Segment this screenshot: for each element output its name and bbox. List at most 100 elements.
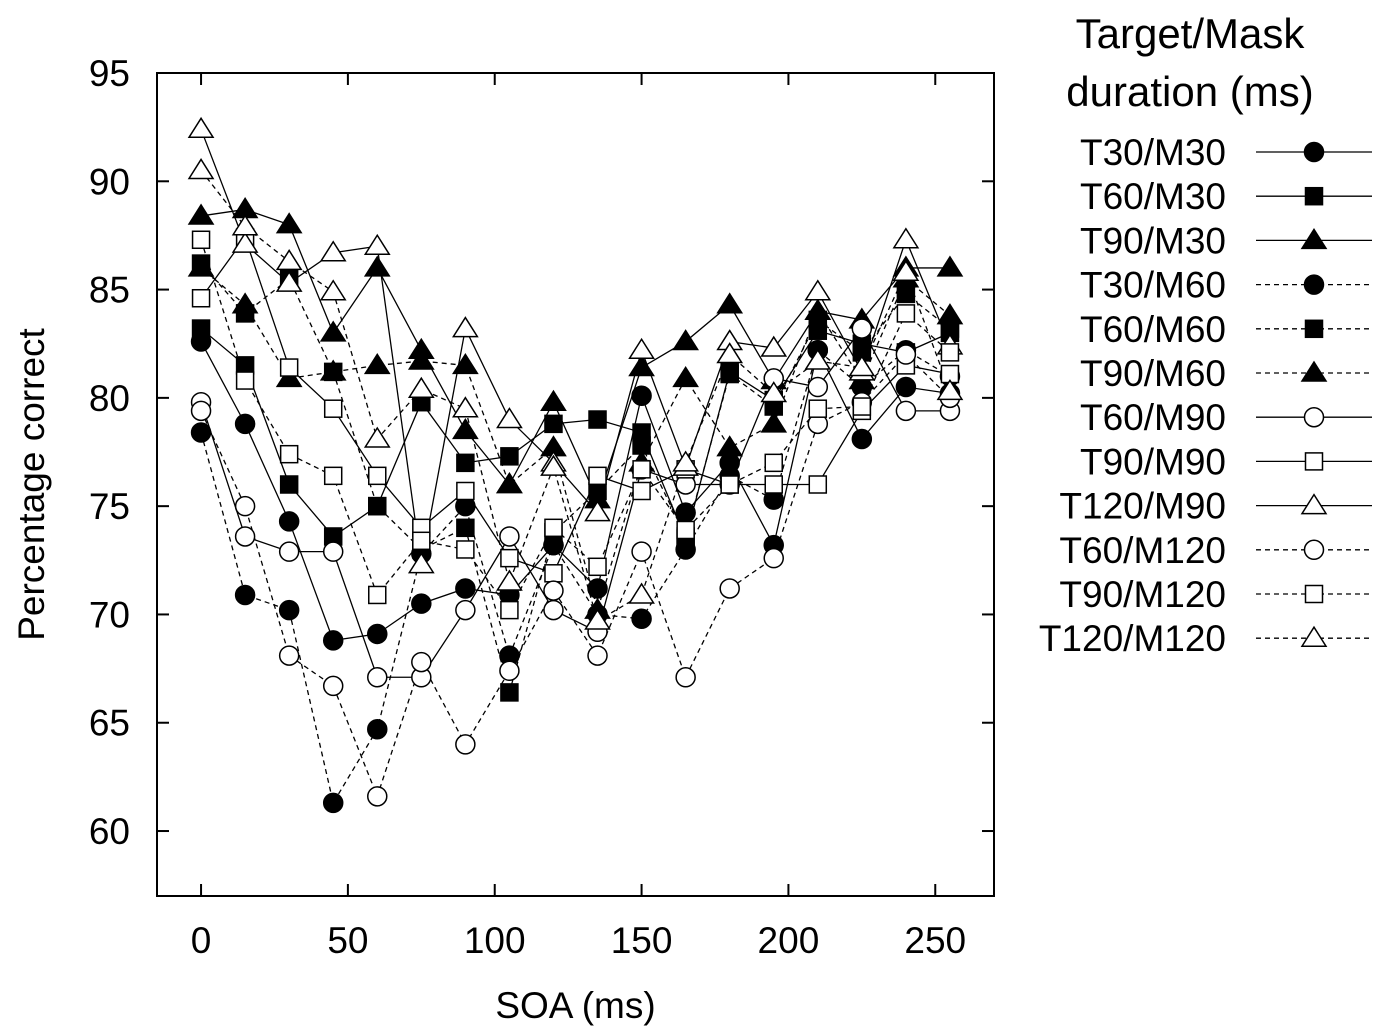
series-line xyxy=(200,349,951,805)
data-point xyxy=(628,337,655,359)
data-point xyxy=(187,203,215,225)
data-point xyxy=(190,422,212,443)
data-point xyxy=(588,466,607,486)
data-point xyxy=(500,683,519,702)
legend: T30/M30T60/M30T90/M30T30/M60T60/M60T90/M… xyxy=(1039,132,1372,659)
data-point xyxy=(544,414,563,434)
legend-label: T60/M60 xyxy=(1080,309,1226,350)
data-point xyxy=(368,466,387,486)
data-point xyxy=(584,500,611,522)
data-point xyxy=(452,316,479,338)
data-point xyxy=(628,582,655,604)
data-point xyxy=(895,400,917,422)
series-line xyxy=(200,129,951,565)
legend-label: T90/M30 xyxy=(1080,220,1226,261)
data-point xyxy=(851,318,873,339)
y-tick-label: 90 xyxy=(89,161,130,202)
data-point xyxy=(455,578,476,599)
data-point xyxy=(234,526,256,547)
data-point xyxy=(363,255,391,277)
data-point xyxy=(278,645,300,666)
data-point xyxy=(234,495,256,517)
data-point xyxy=(631,608,652,630)
data-point xyxy=(456,481,475,501)
data-point xyxy=(807,376,829,398)
data-point xyxy=(455,599,476,621)
data-point xyxy=(278,541,300,562)
legend-marker xyxy=(1303,406,1325,428)
series-line xyxy=(200,341,951,642)
y-tick-label: 70 xyxy=(89,594,130,635)
legend-marker xyxy=(1300,227,1328,250)
data-point xyxy=(720,475,739,494)
data-point xyxy=(540,454,567,476)
x-tick-label: 200 xyxy=(758,920,820,961)
data-point xyxy=(631,541,652,562)
data-point xyxy=(191,319,211,338)
data-point xyxy=(720,364,739,384)
legend-marker xyxy=(1300,360,1328,382)
data-point xyxy=(676,520,695,540)
data-point xyxy=(367,667,388,688)
data-point xyxy=(191,230,211,250)
data-point xyxy=(234,413,256,435)
data-point xyxy=(231,292,259,314)
data-point xyxy=(452,352,479,375)
data-point xyxy=(672,450,699,472)
data-point xyxy=(275,365,303,388)
y-tick-label: 85 xyxy=(89,270,130,311)
data-point xyxy=(675,502,696,523)
data-point xyxy=(278,599,300,621)
plot-lines xyxy=(200,129,951,805)
axis-ticks: 0 50 100 150 200 250 60 65 70 75 80 85 90 95 xyxy=(89,53,994,961)
data-point xyxy=(456,540,475,559)
y-tick-label: 65 xyxy=(89,703,130,744)
data-point xyxy=(544,518,563,538)
data-point xyxy=(804,348,832,370)
data-point xyxy=(848,355,876,377)
series-line xyxy=(200,267,951,613)
data-point xyxy=(587,578,608,599)
legend-label: T90/M120 xyxy=(1059,574,1226,615)
data-point xyxy=(760,381,788,403)
data-point xyxy=(363,352,391,375)
data-point xyxy=(764,453,783,473)
data-point xyxy=(540,389,567,411)
data-point xyxy=(588,410,607,429)
data-point xyxy=(456,453,475,473)
data-point xyxy=(279,475,299,494)
y-tick-label: 60 xyxy=(89,811,130,852)
series-line xyxy=(200,208,950,502)
data-point xyxy=(407,552,435,574)
legend-title-line-2: duration (ms) xyxy=(1066,68,1313,115)
data-point xyxy=(716,435,744,457)
x-tick-label: 100 xyxy=(464,920,526,961)
data-point xyxy=(452,417,479,440)
data-point xyxy=(763,547,784,569)
series-line xyxy=(200,353,951,799)
data-point xyxy=(411,651,432,673)
data-point xyxy=(319,240,347,262)
y-tick-label: 80 xyxy=(89,378,130,419)
data-point xyxy=(628,355,655,377)
data-point xyxy=(896,284,916,304)
data-point xyxy=(936,255,964,277)
data-point xyxy=(672,365,699,388)
data-point xyxy=(319,359,347,381)
legend-marker xyxy=(1300,493,1328,515)
series-line xyxy=(200,170,951,622)
data-point xyxy=(455,734,476,755)
data-point xyxy=(936,303,964,325)
data-point xyxy=(322,630,344,651)
data-point xyxy=(279,444,299,464)
x-axis-title: SOA (ms) xyxy=(495,985,655,1026)
data-point xyxy=(632,460,651,479)
data-point xyxy=(187,255,215,277)
x-tick-label: 250 xyxy=(904,920,966,961)
data-point xyxy=(496,472,523,494)
data-point xyxy=(452,396,479,418)
legend-marker xyxy=(1304,584,1324,604)
data-point xyxy=(895,344,917,365)
data-point xyxy=(499,526,520,547)
